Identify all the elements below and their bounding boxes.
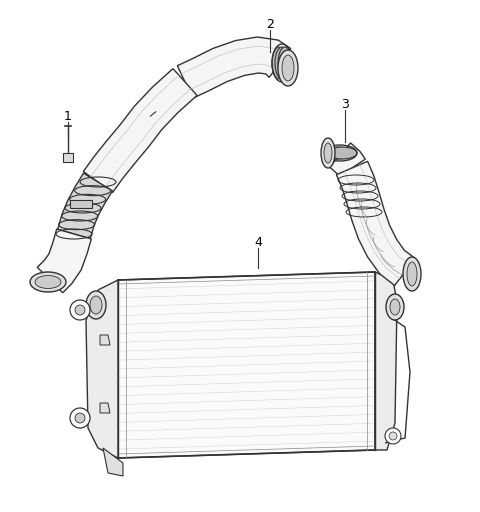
Bar — [70, 200, 92, 208]
Ellipse shape — [282, 55, 294, 81]
Text: 1: 1 — [64, 111, 72, 123]
Circle shape — [385, 428, 401, 444]
Ellipse shape — [321, 138, 335, 168]
Polygon shape — [100, 403, 110, 413]
Ellipse shape — [275, 47, 289, 79]
Polygon shape — [178, 37, 291, 98]
Ellipse shape — [30, 272, 66, 292]
Bar — [63, 153, 73, 162]
Ellipse shape — [327, 147, 357, 159]
Polygon shape — [58, 173, 112, 239]
Polygon shape — [103, 448, 123, 476]
Ellipse shape — [90, 296, 102, 314]
Polygon shape — [84, 69, 197, 193]
Circle shape — [70, 408, 90, 428]
Text: 4: 4 — [254, 236, 262, 248]
Ellipse shape — [272, 47, 286, 79]
Ellipse shape — [278, 47, 292, 79]
Polygon shape — [118, 272, 375, 458]
FancyArrowPatch shape — [150, 112, 156, 116]
Ellipse shape — [86, 291, 106, 319]
Ellipse shape — [390, 299, 400, 315]
Polygon shape — [37, 229, 91, 293]
Ellipse shape — [323, 147, 353, 159]
Ellipse shape — [403, 257, 421, 291]
Circle shape — [75, 413, 85, 423]
Ellipse shape — [407, 262, 417, 286]
Text: 2: 2 — [266, 17, 274, 31]
Circle shape — [70, 300, 90, 320]
Text: 3: 3 — [341, 97, 349, 111]
Circle shape — [389, 432, 397, 440]
Ellipse shape — [386, 294, 404, 320]
Polygon shape — [336, 161, 415, 286]
Polygon shape — [86, 280, 118, 458]
Ellipse shape — [324, 143, 332, 163]
Ellipse shape — [35, 275, 61, 288]
Polygon shape — [329, 143, 365, 177]
Polygon shape — [100, 335, 110, 345]
Circle shape — [75, 305, 85, 315]
Ellipse shape — [278, 50, 298, 86]
Polygon shape — [375, 272, 397, 450]
